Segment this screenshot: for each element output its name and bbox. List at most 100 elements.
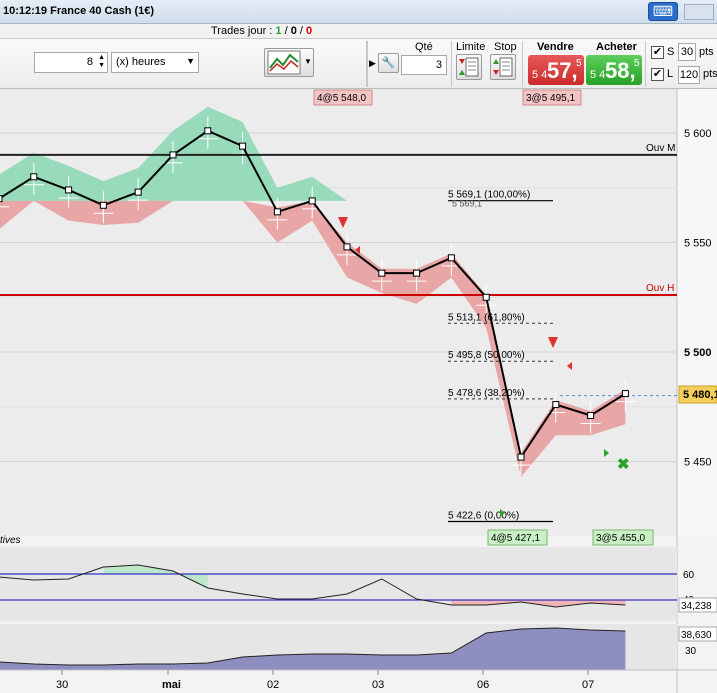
sell-signal-arrow[interactable] (548, 337, 558, 348)
order-tag-label: 3@5 495,1 (526, 93, 576, 104)
price-point (621, 390, 629, 398)
indicator-2-line (0, 627, 626, 666)
price-point (273, 208, 281, 216)
indicator-1-neg-area (451, 600, 626, 607)
sell-signal-arrow[interactable] (338, 217, 348, 228)
time-axis: 30 mai 02 03 06 07 (56, 670, 594, 691)
price-point (517, 453, 525, 461)
limit-order-icon (459, 57, 479, 77)
fib-sublabel: 5 569,1 (452, 199, 482, 209)
order-tag-label: 4@5 548,0 (317, 93, 367, 104)
toolbar: 8 ▲ ▼ (x) heures ▼ ▼ ▶ 🔧 Qté 3 Limite Sto… (0, 39, 717, 89)
close-position-icon[interactable]: ✖ (617, 456, 630, 473)
indicator-2-value-tag (678, 626, 717, 642)
buy-prefix: 5 4 (590, 69, 606, 81)
qty-label: Qté (415, 41, 433, 53)
toolbar-divider (451, 41, 452, 87)
stop-order-button[interactable] (490, 54, 516, 80)
price-axis (677, 89, 717, 536)
indicator-1-line (0, 564, 626, 608)
price-point (134, 188, 142, 196)
price-point (30, 173, 38, 181)
stop-checkbox[interactable]: ✔ (651, 46, 664, 59)
chevron-down-icon[interactable]: ▼ (186, 56, 195, 66)
stop-label: Stop (494, 41, 517, 53)
qty-value: 3 (435, 59, 442, 71)
limit-label: Limite (456, 41, 486, 53)
signal-marker[interactable] (604, 449, 609, 457)
fib-label-382: 5 478,6 (38,20%) (448, 388, 525, 399)
indicator-2-value: 38,630 (681, 630, 712, 641)
window-controls[interactable] (684, 4, 714, 20)
clock: 10:12:19 (3, 5, 48, 17)
price-axis-ticks: 5 600 5 550 5 500 5 450 (684, 128, 712, 469)
indicator-1-area (103, 565, 208, 588)
time-tick-label: 02 (267, 679, 279, 691)
price-point (239, 142, 247, 150)
qty-input[interactable]: 3 (401, 55, 447, 75)
wrench-icon[interactable]: 🔧 (378, 53, 399, 73)
indicator-panel-1[interactable] (0, 547, 677, 621)
sell-button[interactable]: 5 4 57, 5 (528, 55, 584, 85)
price-point (587, 412, 595, 420)
window-title: 10:12:19 France 40 Cash (1€) (3, 5, 154, 17)
order-tag[interactable]: 4@5 548,0 (313, 89, 373, 106)
price-tick-label: 5 500 (684, 347, 712, 359)
price-point (413, 269, 421, 277)
period-unit-select[interactable]: (x) heures ▼ (111, 52, 199, 73)
indicator-2-area (0, 628, 626, 670)
current-price-label: 5 480,1 (683, 389, 717, 401)
signal-marker[interactable] (567, 362, 572, 370)
price-point (482, 293, 490, 301)
fib-label-100: 5 569,1 (100,00%) (448, 190, 530, 201)
level-label-ouv-h: Ouv H (646, 283, 674, 294)
instrument-name: France 40 Cash (1€) (50, 5, 155, 17)
order-tag-label: 4@5 427,1 (491, 533, 541, 544)
indicator-1-value-tag (678, 597, 717, 613)
time-tick-label: 06 (477, 679, 489, 691)
title-bar: 10:12:19 France 40 Cash (1€) ⌨ (0, 0, 717, 24)
price-chart[interactable]: Ouv M Ouv H 5 569,1 (100,00%) 5 569,1 5 … (0, 89, 717, 693)
sell-label: Vendre (537, 41, 574, 53)
time-tick-label: mai (162, 679, 181, 691)
toolbar-divider (645, 41, 646, 87)
period-input[interactable]: 8 ▲ ▼ (34, 52, 108, 73)
order-tag-label: 3@5 455,0 (596, 533, 646, 544)
toolbar-divider (522, 41, 523, 87)
order-tag[interactable]: 3@5 455,0 (592, 529, 654, 546)
period-unit-label: (x) heures (116, 56, 166, 68)
chevron-down-icon[interactable]: ▼ (304, 57, 312, 66)
stop-checkbox-label: S (667, 46, 675, 58)
trades-label: Trades jour : (211, 25, 276, 37)
time-tick-label: 03 (372, 679, 384, 691)
order-tag[interactable]: 3@5 495,1 (522, 89, 582, 106)
trades-lost: 0 (306, 25, 313, 37)
indicator-label: tives (0, 535, 21, 546)
keyboard-icon[interactable]: ⌨ (648, 2, 678, 21)
price-point (447, 254, 455, 262)
time-tick-label: 30 (56, 679, 68, 691)
signal-marker[interactable] (500, 509, 505, 517)
limit-points-input[interactable]: 120 (678, 66, 700, 84)
stop-order-icon (493, 57, 513, 77)
trades-sep: / (296, 25, 306, 37)
buy-button[interactable]: 5 4 58, 5 (586, 55, 642, 85)
limit-checkbox[interactable]: ✔ (651, 68, 664, 81)
limit-order-button[interactable] (456, 54, 482, 80)
main-plot-area[interactable] (0, 89, 677, 536)
price-point (204, 127, 212, 135)
time-tick-label: 07 (582, 679, 594, 691)
order-tag[interactable]: 4@5 427,1 (487, 529, 548, 546)
signal-marker[interactable] (355, 246, 360, 254)
price-point (378, 269, 386, 277)
price-point (169, 151, 177, 159)
chart-type-button[interactable]: ▼ (264, 48, 314, 77)
trades-bar: Trades jour : 1 / 0 / 0 (0, 24, 717, 39)
spinner-icon[interactable]: ▲ ▼ (98, 54, 105, 69)
toolbar-divider (366, 41, 368, 87)
expand-arrow-icon[interactable]: ▶ (369, 58, 376, 68)
buy-label: Acheter (596, 41, 637, 53)
price-point (65, 186, 73, 194)
stop-points-input[interactable]: 30 (678, 43, 696, 61)
stop-points-unit: pts (699, 46, 714, 58)
